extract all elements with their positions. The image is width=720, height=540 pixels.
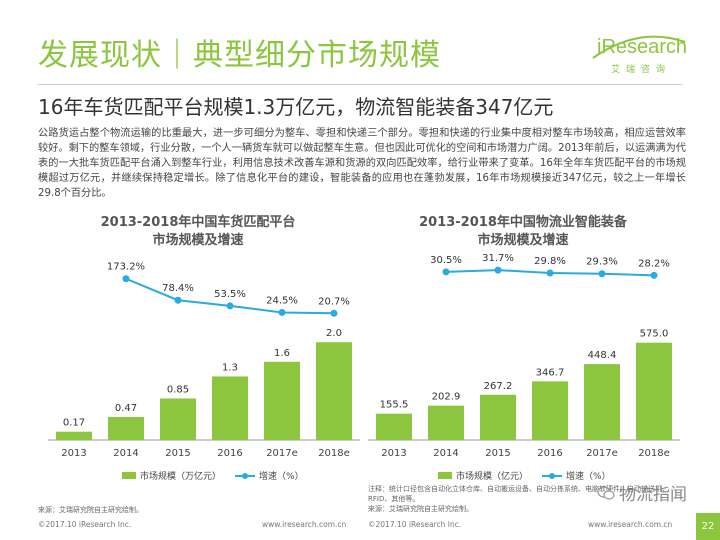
- right-url: www.iresearch.com.cn: [588, 520, 673, 529]
- left-chart-title-line1: 2013-2018年中国车货匹配平台: [100, 215, 296, 230]
- bar-label-2013: 155.5: [380, 400, 409, 411]
- iresearch-logo: iResearch 艾瑞咨询: [589, 32, 689, 78]
- right-note-text: 注释：统计口径包含自动化立体仓库、自动搬运设备、自动分拣系统、电脑软硬件、自动输…: [368, 485, 669, 503]
- legend-line-swatch: [542, 472, 563, 479]
- x-tick-2018e: 2018e: [318, 448, 350, 459]
- left-chart-title-line2: 市场规模及增速: [152, 233, 244, 248]
- right-footnote: 注释：统计口径包含自动化立体仓库、自动搬运设备、自动分拣系统、电脑软硬件、自动输…: [368, 484, 688, 514]
- bar-label-2015: 267.2: [484, 381, 513, 392]
- growth-label-2014: 30.5%: [430, 255, 462, 266]
- growth-point-2015: [174, 296, 182, 304]
- right-chart-title-line1: 2013-2018年中国物流业智能装备: [419, 215, 627, 230]
- left-copyright: ©2017.10 iResearch Inc.: [38, 520, 132, 529]
- growth-label-2016: 29.8%: [534, 256, 566, 267]
- body-paragraph: 公路货运占整个物流运输的比重最大，进一步可细分为整车、零担和快递三个部分。零担和…: [38, 128, 686, 199]
- right-chart-title: 2013-2018年中国物流业智能装备 市场规模及增速: [368, 214, 678, 250]
- x-tick-2018e: 2018e: [638, 448, 670, 459]
- growth-point-2018e: [330, 309, 338, 317]
- page-title: 发展现状｜典型细分市场规模: [38, 38, 441, 73]
- bar-label-2017e: 448.4: [588, 350, 617, 361]
- wechat-icon: [597, 485, 615, 500]
- growth-label-2015: 78.4%: [162, 283, 194, 294]
- badge-text: 物流指闻: [619, 485, 687, 505]
- bar-2013: [376, 413, 412, 440]
- logo-arc-icon: [592, 35, 686, 59]
- growth-label-2017e: 29.3%: [586, 257, 618, 268]
- bar-label-2016: 1.3: [222, 362, 238, 373]
- bar-2014: [108, 417, 144, 440]
- bar-2016: [532, 381, 568, 440]
- growth-point-2017e: [278, 308, 286, 316]
- x-tick-2016: 2016: [217, 448, 242, 459]
- right-legend-line-label: 增速（%）: [566, 472, 611, 482]
- bar-2015: [160, 398, 196, 440]
- title-divider: [38, 84, 682, 85]
- growth-point-2018e: [650, 271, 658, 279]
- bar-2018e: [316, 342, 352, 440]
- left-legend: 市场规模（万亿元） 增速（%）: [122, 469, 304, 482]
- x-tick-2013: 2013: [381, 448, 406, 459]
- bar-2015: [480, 394, 516, 440]
- growth-label-2018e: 28.2%: [638, 258, 670, 269]
- growth-point-2015: [494, 266, 502, 274]
- bar-2017e: [264, 361, 300, 440]
- x-tick-2013: 2013: [61, 448, 86, 459]
- growth-point-2016: [546, 269, 554, 277]
- growth-label-2017e: 24.5%: [266, 295, 298, 306]
- x-tick-2015: 2015: [165, 448, 190, 459]
- legend-line-swatch: [235, 472, 256, 479]
- bar-label-2016: 346.7: [536, 367, 565, 378]
- right-chart: 155.5 2013 202.9 2014 267.2 2015 346.7 2016 448.…: [368, 253, 680, 459]
- right-legend: 市场规模（亿元） 增速（%）: [438, 469, 611, 482]
- x-tick-2017e: 2017e: [266, 448, 298, 459]
- right-chart-title-line2: 市场规模及增速: [477, 233, 569, 248]
- legend-bar-swatch: [438, 472, 452, 479]
- bar-label-2013: 0.17: [63, 418, 85, 429]
- growth-point-2014: [122, 275, 130, 283]
- bar-2014: [428, 405, 464, 440]
- bar-label-2014: 202.9: [432, 392, 461, 403]
- x-tick-2015: 2015: [485, 448, 510, 459]
- x-tick-2014: 2014: [113, 448, 138, 459]
- bar-label-2018e: 2.0: [326, 328, 342, 339]
- bar-label-2015: 0.85: [167, 384, 189, 395]
- bar-2016: [212, 376, 248, 440]
- growth-label-2016: 53.5%: [214, 289, 246, 300]
- growth-point-2017e: [598, 270, 606, 278]
- growth-point-2014: [442, 268, 450, 276]
- bar-2013: [56, 431, 92, 440]
- x-tick-2017e: 2017e: [586, 448, 618, 459]
- bar-label-2014: 0.47: [115, 403, 137, 414]
- growth-label-2018e: 20.7%: [318, 296, 350, 307]
- logo-text: iResearch: [597, 36, 688, 58]
- growth-point-2016: [226, 302, 234, 310]
- left-url: www.iresearch.com.cn: [262, 520, 347, 529]
- wechat-badge: 物流指闻: [597, 480, 687, 505]
- page-number: 22: [696, 513, 720, 540]
- growth-label-2015: 31.7%: [482, 253, 514, 264]
- bar-2018e: [636, 342, 672, 440]
- left-chart-title: 2013-2018年中国车货匹配平台 市场规模及增速: [48, 214, 348, 250]
- x-tick-2014: 2014: [433, 448, 458, 459]
- left-legend-line-label: 增速（%）: [259, 472, 304, 482]
- left-source-note: 来源：艾瑞研究院自主研究绘制。: [38, 506, 143, 514]
- bar-2017e: [584, 364, 620, 440]
- bar-label-2017e: 1.6: [274, 348, 290, 359]
- slide-subtitle: 16年车货匹配平台规模1.3万亿元，物流智能装备347亿元: [38, 95, 554, 119]
- right-source-text: 来源：艾瑞研究院自主研究绘制。: [368, 505, 473, 513]
- right-copyright: ©2017.10 iResearch Inc.: [368, 520, 462, 529]
- right-legend-bar-label: 市场规模（亿元）: [456, 472, 529, 482]
- x-tick-2016: 2016: [537, 448, 562, 459]
- legend-bar-swatch: [122, 472, 136, 479]
- bar-label-2018e: 575.0: [640, 329, 669, 340]
- logo-sub-text: 艾瑞咨询: [611, 65, 672, 75]
- left-legend-bar-label: 市场规模（万亿元）: [140, 472, 222, 482]
- left-chart: 0.17 2013 0.47 2014 0.85 2015 1.3 2016 1.6 2017e 2…: [48, 262, 360, 459]
- growth-label-2014: 173.2%: [107, 262, 145, 273]
